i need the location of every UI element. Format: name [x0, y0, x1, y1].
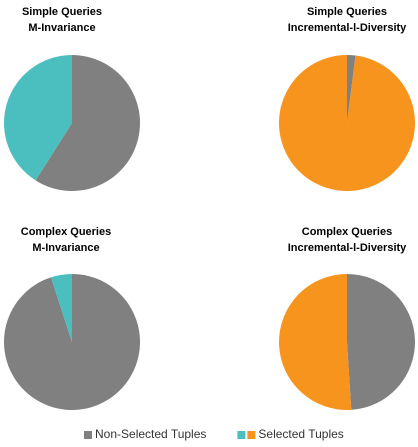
pie-slice [279, 274, 352, 410]
chart-title: M-Invariance [32, 242, 99, 254]
pie-slice [4, 274, 141, 410]
chart-title: Simple Queries [307, 6, 387, 18]
chart-title: Complex Queries [21, 226, 111, 238]
pie-slice [347, 55, 356, 123]
pie-slice [35, 55, 141, 191]
pie-slice [279, 55, 416, 191]
chart-title: M-Invariance [28, 22, 95, 34]
legend-swatch [84, 431, 92, 439]
legend-label: Non-Selected Tuples [95, 427, 206, 441]
pie-slice [50, 274, 72, 342]
legend-swatch [247, 431, 256, 439]
chart-title: Simple Queries [22, 6, 102, 18]
legend-label: Selected Tuples [258, 427, 343, 441]
pie-slice [4, 55, 72, 181]
chart-title: Complex Queries [302, 226, 392, 238]
chart-title: Incremental-l-Diversity [288, 242, 407, 254]
legend-swatch [237, 431, 246, 439]
chart-title: Incremental-l-Diversity [288, 22, 407, 34]
pie-slice [347, 274, 416, 410]
